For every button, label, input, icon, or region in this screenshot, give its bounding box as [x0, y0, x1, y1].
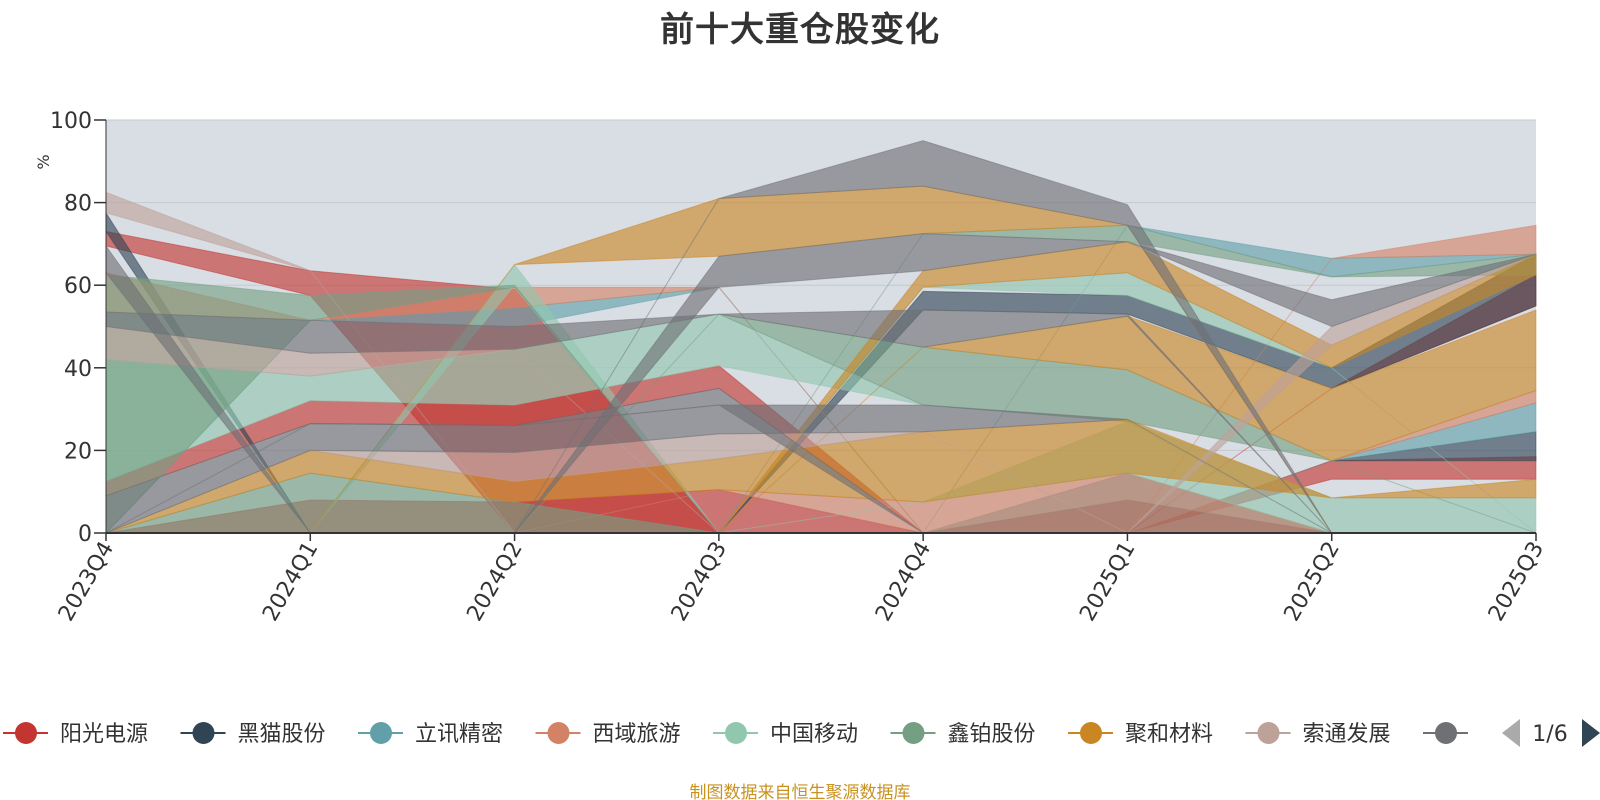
legend-label: 中国移动	[770, 722, 858, 747]
x-tick-label: 2024Q4	[871, 538, 936, 626]
legend-marker	[547, 722, 570, 744]
legend: 阳光电源 黑猫股份 立讯精密 西域旅游 中国移动 鑫铂股份 聚和材料 索通发展 1/6	[3, 719, 1600, 747]
x-tick-label: 2025Q2	[1280, 538, 1345, 626]
x-tick-label: 2023Q4	[54, 538, 119, 626]
x-tick-label: 2024Q3	[667, 538, 732, 626]
legend-item[interactable]: 西域旅游	[535, 722, 681, 747]
legend-label: 黑猫股份	[238, 722, 326, 747]
legend-label: 索通发展	[1303, 722, 1391, 747]
legend-label: 立讯精密	[415, 722, 503, 747]
y-axis-label: %	[34, 154, 53, 169]
x-tick-label: 2025Q3	[1484, 538, 1549, 626]
legend-marker	[370, 722, 392, 744]
y-tick-label: 60	[64, 274, 92, 299]
source-note: 制图数据来自恒生聚源数据库	[689, 783, 911, 800]
legend-marker	[15, 722, 37, 744]
legend-item[interactable]: 聚和材料	[1068, 722, 1213, 747]
area-series-layer	[105, 140, 1537, 535]
y-tick-label: 20	[64, 439, 92, 464]
legend-label: 聚和材料	[1125, 722, 1213, 747]
chart-title: 前十大重仓股变化	[660, 10, 940, 50]
y-tick-label: 100	[50, 109, 92, 134]
area-band-series-9-4[interactable]	[106, 233, 1537, 534]
legend-item[interactable]	[1423, 722, 1468, 744]
legend-label: 西域旅游	[593, 722, 681, 747]
legend-item[interactable]: 黑猫股份	[180, 722, 326, 747]
legend-item[interactable]: 鑫铂股份	[890, 722, 1036, 747]
x-tick-label: 2024Q1	[258, 538, 323, 626]
y-tick-label: 80	[64, 192, 92, 217]
area-band-series-9-2[interactable]	[105, 387, 1536, 534]
legend-marker	[1435, 722, 1457, 744]
legend-item[interactable]: 阳光电源	[3, 722, 148, 747]
legend-label: 阳光电源	[60, 722, 148, 747]
legend-marker	[1257, 722, 1280, 744]
legend-label: 鑫铂股份	[948, 722, 1036, 747]
x-tick-label: 2025Q1	[1075, 538, 1140, 626]
area-band-series-7-4[interactable]	[106, 185, 1536, 534]
legend-prev-icon[interactable]	[1502, 719, 1520, 747]
legend-marker	[902, 722, 925, 744]
legend-next-icon[interactable]	[1582, 719, 1600, 747]
legend-item[interactable]: 索通发展	[1245, 722, 1391, 747]
legend-item[interactable]: 中国移动	[713, 722, 858, 747]
legend-marker	[1080, 722, 1102, 744]
legend-item[interactable]: 立讯精密	[358, 722, 503, 747]
legend-page-indicator: 1/6	[1532, 722, 1567, 747]
y-tick-label: 0	[78, 522, 92, 547]
y-tick-label: 40	[64, 357, 92, 382]
area-band-series-9-6[interactable]	[106, 140, 1536, 534]
legend-marker	[725, 722, 747, 744]
x-tick-label: 2024Q2	[462, 538, 527, 626]
legend-marker	[192, 722, 215, 744]
